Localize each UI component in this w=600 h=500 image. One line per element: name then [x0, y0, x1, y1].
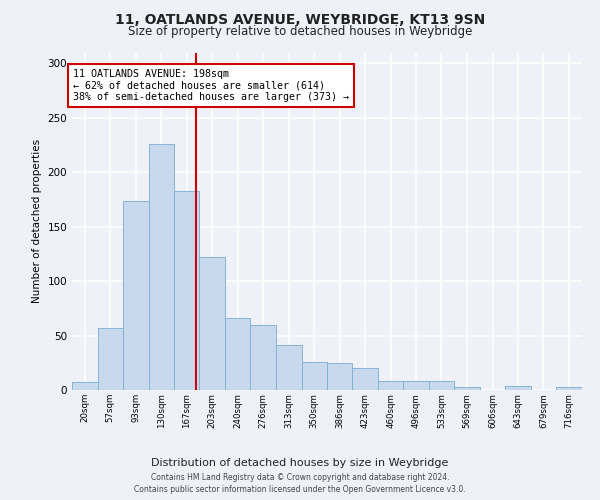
Text: Distribution of detached houses by size in Weybridge: Distribution of detached houses by size …	[151, 458, 449, 468]
Y-axis label: Number of detached properties: Number of detached properties	[32, 139, 42, 304]
Bar	[302, 362, 326, 390]
Bar	[403, 382, 429, 390]
Bar	[98, 328, 123, 390]
Bar	[378, 382, 403, 390]
Text: Size of property relative to detached houses in Weybridge: Size of property relative to detached ho…	[128, 25, 472, 38]
Bar	[250, 324, 276, 390]
Bar	[123, 200, 149, 390]
Bar	[326, 363, 352, 390]
Bar	[174, 191, 199, 390]
Bar	[352, 368, 378, 390]
Text: 11 OATLANDS AVENUE: 198sqm
← 62% of detached houses are smaller (614)
38% of sem: 11 OATLANDS AVENUE: 198sqm ← 62% of deta…	[73, 69, 349, 102]
Text: Contains HM Land Registry data © Crown copyright and database right 2024.
Contai: Contains HM Land Registry data © Crown c…	[134, 472, 466, 494]
Bar	[454, 386, 480, 390]
Bar	[505, 386, 530, 390]
Bar	[225, 318, 250, 390]
Bar	[199, 257, 225, 390]
Text: 11, OATLANDS AVENUE, WEYBRIDGE, KT13 9SN: 11, OATLANDS AVENUE, WEYBRIDGE, KT13 9SN	[115, 12, 485, 26]
Bar	[276, 346, 302, 390]
Bar	[149, 144, 174, 390]
Bar	[556, 386, 582, 390]
Bar	[72, 382, 98, 390]
Bar	[429, 382, 454, 390]
